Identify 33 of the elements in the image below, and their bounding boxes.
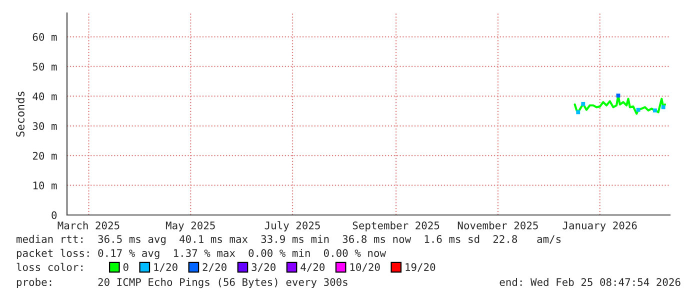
text: probe: 20 ICMP Echo Pings (56 Bytes) every 300s <box>16 278 348 288</box>
legend-label: 1/20 <box>154 263 178 272</box>
y-tick-label: 0 <box>52 211 57 220</box>
legend-label: 4/20 <box>300 263 325 272</box>
legend-label: 0 <box>123 263 128 272</box>
y-tick-label: 20 m <box>32 152 57 160</box>
legend-label: 19/20 <box>406 263 436 272</box>
x-tick-label: January 2026 <box>562 221 637 232</box>
y-axis-title: Seconds <box>16 92 24 137</box>
y-tick-label: 40 m <box>32 92 57 100</box>
x-tick-label: September 2025 <box>352 221 440 232</box>
y-tick-label: 10 m <box>33 182 57 190</box>
line-series <box>574 94 666 115</box>
legend-label: 10/20 <box>350 263 380 272</box>
x-tick-label: May 2025 <box>166 221 215 232</box>
legend-title: loss color: <box>16 262 82 272</box>
point <box>581 102 586 106</box>
point <box>661 105 666 110</box>
y-tick-label: 50 m <box>32 62 57 71</box>
legend-label: 2/20 <box>202 263 226 272</box>
point <box>616 94 620 98</box>
point <box>636 108 640 112</box>
text: median rtt: 36.5 ms avg 40.1 ms max 33.9 ms min 36.8 ms now 1.6 ms sd 22.8 am/s <box>16 234 561 246</box>
x-tick-label: November 2025 <box>458 221 538 230</box>
text: packet loss: 0.17 % avg 1.37 % max 0.00 % min 0.00 % now <box>16 248 386 260</box>
y-tick-label: 30 m <box>32 122 57 130</box>
text: end: Wed Feb 25 08:47:54 2026 <box>500 278 680 286</box>
y-tick-label: 60 m <box>32 33 57 41</box>
point <box>576 110 580 114</box>
x-tick-label: July 2025 <box>264 221 320 232</box>
legend-label: 3/20 <box>252 263 276 272</box>
point <box>653 108 657 112</box>
x-tick-label: March 2025 <box>58 221 120 230</box>
